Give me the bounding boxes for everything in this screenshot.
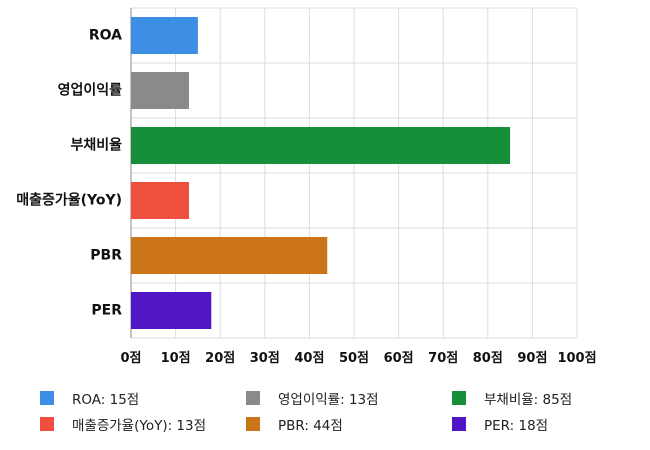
- legend-label: ROA: 15점: [72, 392, 140, 408]
- legend-item: 영업이익률: 13점: [246, 388, 452, 408]
- bar: [131, 237, 328, 274]
- legend-label: 영업이익률: 13점: [278, 392, 379, 408]
- tick-label: 20점: [205, 351, 235, 366]
- legend-item: PBR: 44점: [246, 414, 452, 434]
- legend-label: PER: 18점: [484, 418, 549, 434]
- tick-label: 10점: [161, 351, 191, 366]
- legend-swatch: [452, 391, 466, 405]
- x-axis-tick-labels: 0점 10점 20점 30점 40점 50점 60점 70점 80점 90점 100점: [120, 351, 596, 366]
- category-label: PER: [91, 303, 122, 319]
- legend-label: PBR: 44점: [278, 418, 343, 434]
- legend-item: PER: 18점: [452, 414, 640, 434]
- tick-label: 100점: [557, 351, 596, 366]
- chart-grid: [130, 7, 578, 339]
- bar: [131, 182, 189, 219]
- tick-label: 0점: [120, 351, 141, 366]
- legend-item: 매출증가율(YoY): 13점: [40, 414, 246, 434]
- legend-swatch: [246, 391, 260, 405]
- legend-label: 매출증가율(YoY): 13점: [72, 418, 207, 434]
- category-label: 영업이익률: [58, 82, 123, 99]
- tick-label: 30점: [250, 351, 280, 366]
- bar: [131, 127, 511, 164]
- legend-swatch: [246, 417, 260, 431]
- bar: [131, 292, 212, 329]
- category-label: ROA: [89, 28, 122, 44]
- category-label: 부채비율: [70, 137, 122, 154]
- category-label: 매출증가율(YoY): [16, 192, 122, 209]
- tick-label: 80점: [473, 351, 503, 366]
- tick-label: 90점: [517, 351, 547, 366]
- legend-swatch: [40, 417, 54, 431]
- bar: [131, 17, 198, 54]
- legend-item: ROA: 15점: [40, 388, 246, 408]
- tick-label: 70점: [428, 351, 458, 366]
- bar: [131, 72, 189, 109]
- tick-label: 50점: [339, 351, 369, 366]
- legend-swatch: [452, 417, 466, 431]
- legend-item: 부채비율: 85점: [452, 388, 640, 408]
- legend-swatch: [40, 391, 54, 405]
- chart-bars: [131, 17, 511, 329]
- tick-label: 60점: [384, 351, 414, 366]
- category-label: PBR: [90, 248, 122, 264]
- legend-label: 부채비율: 85점: [484, 392, 573, 408]
- tick-label: 40점: [294, 351, 324, 366]
